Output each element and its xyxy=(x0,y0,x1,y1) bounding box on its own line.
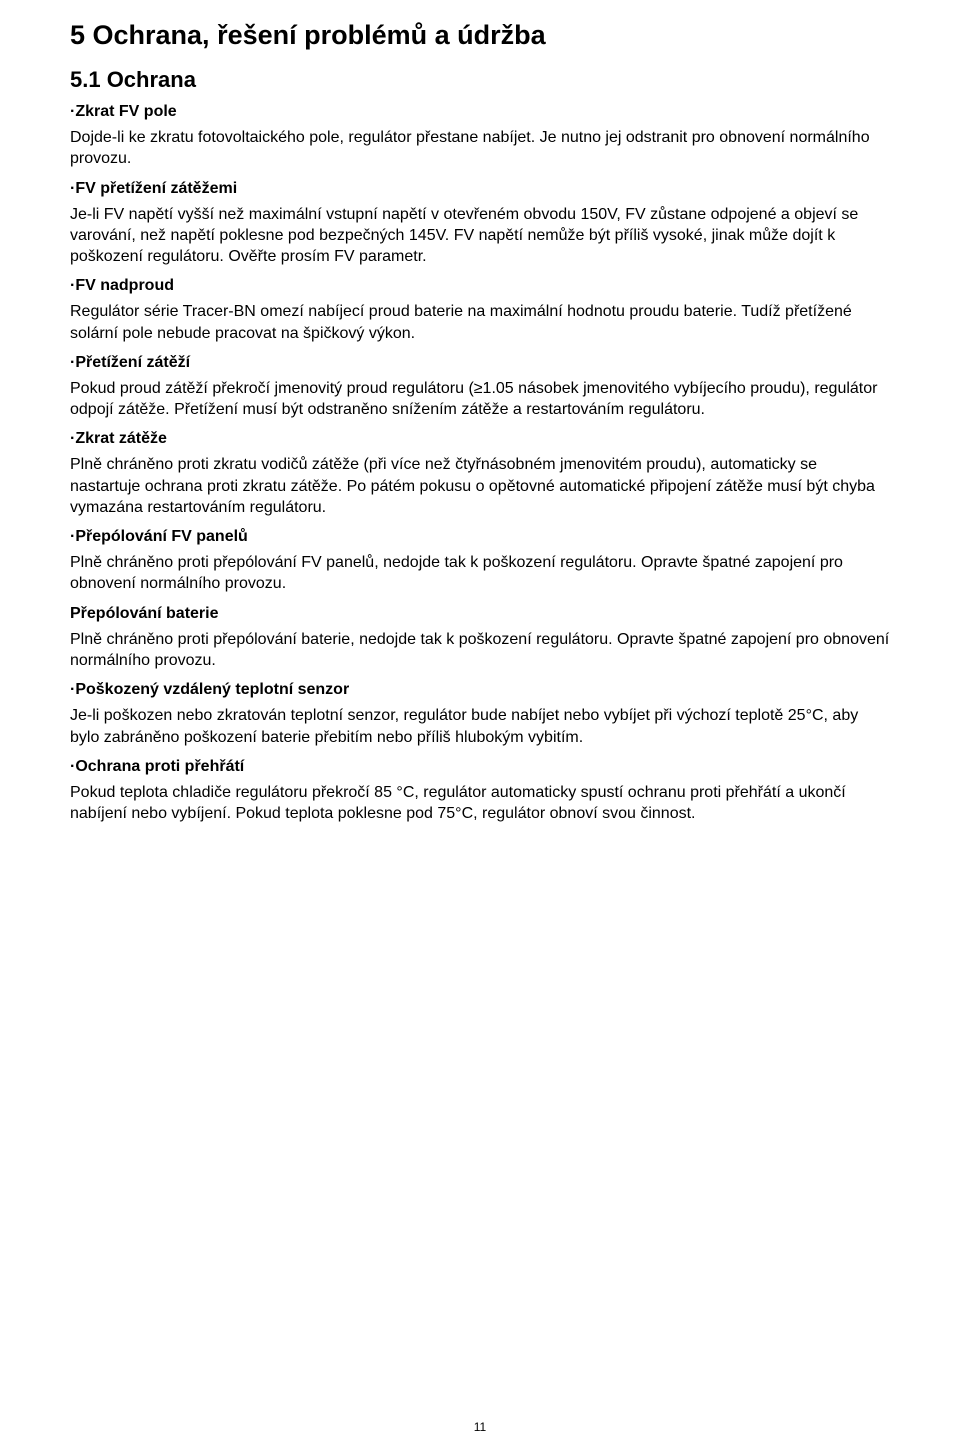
section-heading: ·Zkrat zátěže xyxy=(70,430,890,448)
page: 5 Ochrana, řešení problémů a údržba 5.1 … xyxy=(0,0,960,1452)
heading-2: 5.1 Ochrana xyxy=(70,67,890,93)
section-heading: ·FV přetížení zátěžemi xyxy=(70,180,890,198)
page-number: 11 xyxy=(0,1420,960,1434)
paragraph: Pokud proud zátěží překročí jmenovitý pr… xyxy=(70,378,890,421)
paragraph: Plně chráněno proti zkratu vodičů zátěže… xyxy=(70,454,890,518)
section-heading: Přepólování baterie xyxy=(70,605,890,623)
section-heading: ·Ochrana proti přehřátí xyxy=(70,758,890,776)
section-heading: ·Zkrat FV pole xyxy=(70,103,890,121)
section-heading: ·Poškozený vzdálený teplotní senzor xyxy=(70,681,890,699)
section-heading: ·Přepólování FV panelů xyxy=(70,528,890,546)
paragraph: Regulátor série Tracer-BN omezí nabíjecí… xyxy=(70,301,890,344)
section-heading: ·FV nadproud xyxy=(70,277,890,295)
paragraph: Plně chráněno proti přepólování baterie,… xyxy=(70,629,890,672)
paragraph: Plně chráněno proti přepólování FV panel… xyxy=(70,552,890,595)
paragraph: Dojde-li ke zkratu fotovoltaického pole,… xyxy=(70,127,890,170)
paragraph: Pokud teplota chladiče regulátoru překro… xyxy=(70,782,890,825)
paragraph: Je-li poškozen nebo zkratován teplotní s… xyxy=(70,705,890,748)
heading-1: 5 Ochrana, řešení problémů a údržba xyxy=(70,20,890,51)
paragraph: Je-li FV napětí vyšší než maximální vstu… xyxy=(70,204,890,268)
section-heading: ·Přetížení zátěží xyxy=(70,354,890,372)
